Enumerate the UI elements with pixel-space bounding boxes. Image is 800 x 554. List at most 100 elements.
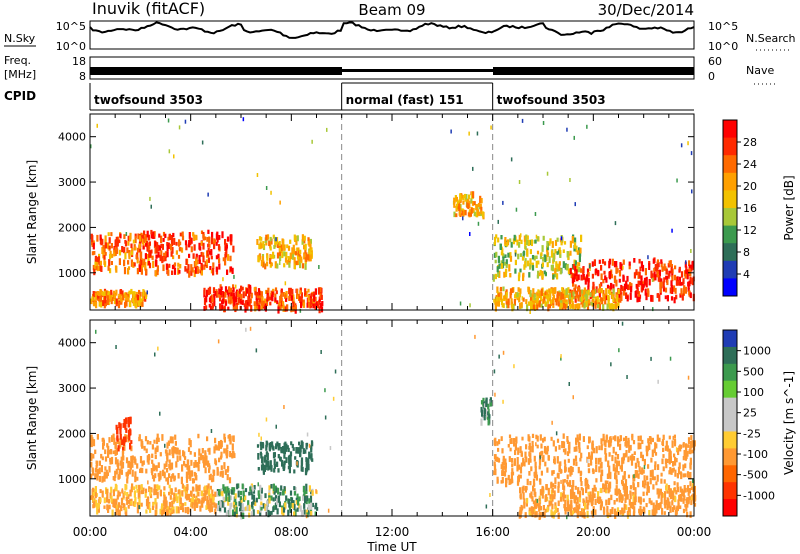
data-cell: [113, 437, 116, 445]
data-cell: [244, 306, 247, 313]
data-cell: [529, 249, 532, 255]
data-cell: [540, 303, 543, 308]
data-cell: [244, 291, 247, 297]
data-cell: [653, 448, 656, 454]
data-cell: [92, 468, 95, 476]
data-cell: [303, 490, 306, 497]
data-cell: [178, 449, 181, 455]
colorbar-tick-label: 500: [743, 365, 764, 378]
data-cell: [636, 289, 639, 294]
data-cell: [225, 490, 228, 497]
data-cell: [665, 440, 668, 447]
data-cell: [104, 235, 107, 242]
data-cell: [309, 238, 312, 244]
data-cell: [181, 490, 184, 496]
data-cell: [221, 501, 224, 508]
data-cell: [593, 486, 596, 492]
data-cell: [301, 239, 304, 245]
data-cell: [563, 241, 567, 245]
data-cell: [195, 253, 198, 258]
data-cell: [298, 503, 301, 509]
data-cell: [554, 287, 557, 294]
data-cell: [214, 444, 217, 450]
data-cell: [671, 440, 674, 448]
data-cell: [200, 269, 203, 276]
scatter-cell: [498, 354, 500, 359]
data-cell: [139, 256, 142, 264]
data-cell: [154, 498, 157, 505]
data-cell: [674, 469, 677, 477]
data-cell: [119, 443, 122, 448]
data-cell: [586, 510, 589, 519]
data-cell: [514, 443, 517, 451]
data-cell: [157, 437, 160, 443]
data-cell: [153, 231, 156, 237]
scatter-cell: [332, 396, 335, 401]
data-cell: [156, 433, 159, 441]
data-cell: [483, 403, 487, 408]
data-cell: [138, 243, 141, 249]
scatter-cell: [514, 252, 517, 257]
data-cell: [492, 274, 495, 282]
data-cell: [273, 491, 276, 495]
data-cell: [152, 502, 155, 506]
data-cell: [507, 444, 510, 448]
scatter-cell: [586, 124, 588, 129]
data-cell: [199, 266, 202, 271]
data-cell: [684, 273, 687, 279]
data-cell: [645, 491, 649, 496]
data-cell: [634, 496, 637, 503]
data-cell: [212, 262, 215, 270]
data-cell: [303, 252, 306, 260]
scatter-cell: [675, 447, 678, 452]
data-cell: [500, 251, 503, 256]
data-cell: [280, 447, 283, 454]
data-cell: [108, 465, 111, 473]
data-cell: [294, 487, 297, 493]
data-cell: [258, 493, 261, 500]
data-cell: [527, 458, 530, 465]
data-cell: [187, 469, 190, 475]
data-cell: [501, 303, 504, 308]
data-cell: [125, 484, 128, 490]
data-cell: [106, 496, 109, 503]
data-cell: [558, 266, 561, 271]
data-cell: [458, 211, 461, 216]
data-cell: [264, 303, 267, 310]
data-cell: [168, 507, 171, 512]
data-cell: [294, 305, 297, 311]
data-cell: [275, 487, 278, 493]
data-cell: [500, 235, 503, 240]
data-cell: [152, 231, 155, 239]
data-cell: [456, 200, 459, 207]
scatter-cell: [626, 375, 628, 379]
data-cell: [603, 270, 606, 275]
data-cell: [674, 460, 677, 466]
data-cell: [629, 292, 632, 300]
data-cell: [198, 448, 201, 456]
data-cell: [503, 295, 506, 300]
data-cell: [565, 288, 568, 296]
data-cell: [561, 287, 564, 291]
colorbar-tick-label: 25: [743, 407, 757, 420]
data-cell: [288, 466, 291, 474]
data-cell: [109, 460, 112, 465]
data-cell: [532, 485, 535, 492]
data-cell: [523, 235, 526, 242]
data-cell: [90, 439, 93, 447]
data-cell: [256, 239, 259, 245]
data-cell: [205, 263, 208, 269]
data-cell: [212, 475, 215, 482]
data-cell: [641, 454, 644, 462]
data-cell: [311, 490, 314, 496]
data-cell: [478, 211, 481, 217]
data-cell: [159, 452, 162, 457]
data-cell: [161, 256, 164, 264]
data-cell: [262, 241, 265, 249]
data-cell: [642, 506, 645, 512]
data-cell: [660, 496, 663, 504]
scatter-cell: [210, 429, 213, 433]
data-cell: [316, 507, 319, 511]
data-cell: [538, 497, 541, 502]
data-cell: [606, 284, 610, 289]
